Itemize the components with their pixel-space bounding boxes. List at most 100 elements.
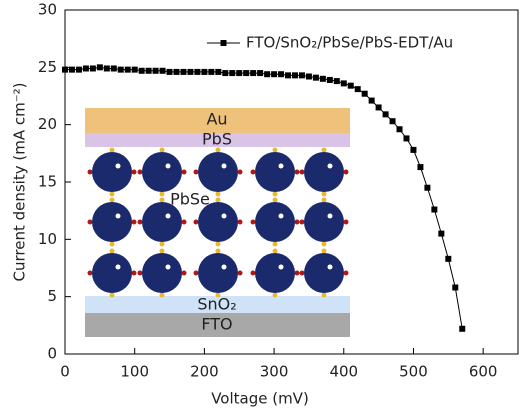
inset-label: Au <box>206 110 227 129</box>
ligand <box>159 191 165 197</box>
ligand <box>109 197 115 203</box>
marker <box>166 68 173 75</box>
dot-highlight <box>221 264 227 270</box>
ligand <box>250 219 256 225</box>
marker <box>312 74 319 81</box>
marker <box>96 64 103 71</box>
ligand <box>215 241 221 247</box>
marker <box>117 66 124 73</box>
ligand <box>87 169 93 175</box>
dot-highlight <box>221 213 227 219</box>
dot-highlight <box>327 264 333 270</box>
ligand <box>181 219 187 225</box>
marker <box>159 67 166 74</box>
marker <box>459 325 466 332</box>
ligand <box>321 147 327 153</box>
marker <box>187 68 194 75</box>
marker <box>278 71 285 78</box>
marker <box>201 68 208 75</box>
dot-highlight <box>165 213 171 219</box>
legend-label: FTO/SnO₂/PbSe/PbS-EDT/Au <box>246 34 453 52</box>
marker <box>291 72 298 79</box>
quantum-dot <box>304 202 344 242</box>
ligand <box>159 197 165 203</box>
ligand <box>299 169 305 175</box>
marker <box>180 68 187 75</box>
marker <box>110 65 117 72</box>
marker <box>389 118 396 125</box>
layer-pbs <box>85 133 350 147</box>
quantum-dot <box>142 202 182 242</box>
inset-label: FTO <box>201 315 232 334</box>
marker <box>68 66 75 73</box>
quantum-dot <box>142 152 182 192</box>
marker <box>145 67 152 74</box>
marker <box>62 66 68 73</box>
ligand <box>215 191 221 197</box>
ligand <box>321 248 327 254</box>
ligand <box>193 219 199 225</box>
quantum-dot <box>304 253 344 293</box>
dot-highlight <box>327 163 333 169</box>
x-tick-label: 200 <box>190 363 219 381</box>
y-tick-label: 10 <box>38 230 57 248</box>
ligand <box>131 270 137 276</box>
ligand <box>109 147 115 153</box>
quantum-dot <box>255 202 295 242</box>
ligand <box>321 191 327 197</box>
quantum-dot <box>255 152 295 192</box>
marker <box>215 68 222 75</box>
quantum-dot <box>304 152 344 192</box>
layer-sno2 <box>85 296 350 313</box>
ligand <box>215 197 221 203</box>
ligand <box>272 197 278 203</box>
y-tick-label: 5 <box>47 287 57 305</box>
x-tick-label: 300 <box>260 363 289 381</box>
marker <box>452 284 459 291</box>
ligand <box>137 219 143 225</box>
dot-highlight <box>278 213 284 219</box>
ligand <box>321 241 327 247</box>
x-tick-label: 600 <box>469 363 498 381</box>
marker <box>285 72 292 79</box>
ligand <box>250 169 256 175</box>
ligand <box>343 270 349 276</box>
dot-highlight <box>327 213 333 219</box>
quantum-dot <box>92 152 132 192</box>
ligand <box>87 270 93 276</box>
ligand <box>215 248 221 254</box>
marker <box>375 104 382 111</box>
ligand <box>299 270 305 276</box>
legend-marker <box>220 40 227 46</box>
ligand <box>343 169 349 175</box>
ligand <box>87 219 93 225</box>
y-tick-label: 25 <box>38 58 57 76</box>
quantum-dot <box>198 202 238 242</box>
series-line <box>65 66 463 329</box>
marker <box>354 86 361 93</box>
ligand <box>321 292 327 298</box>
marker <box>333 78 340 85</box>
ligand <box>272 248 278 254</box>
quantum-dot <box>198 253 238 293</box>
ligand <box>215 147 221 153</box>
marker <box>229 70 236 77</box>
marker <box>208 68 215 75</box>
quantum-dot <box>142 253 182 293</box>
ligand <box>193 270 199 276</box>
ligand <box>272 241 278 247</box>
layer-au <box>85 108 350 133</box>
ligand <box>109 191 115 197</box>
marker <box>75 66 82 73</box>
quantum-dot <box>198 152 238 192</box>
ligand <box>159 241 165 247</box>
marker <box>271 71 278 78</box>
ligand <box>250 270 256 276</box>
marker <box>445 255 452 262</box>
ligand <box>272 292 278 298</box>
dot-highlight <box>115 213 121 219</box>
y-axis-label: Current density (mA cm⁻²) <box>11 82 29 281</box>
y-tick-label: 30 <box>38 1 57 19</box>
marker <box>250 70 257 77</box>
